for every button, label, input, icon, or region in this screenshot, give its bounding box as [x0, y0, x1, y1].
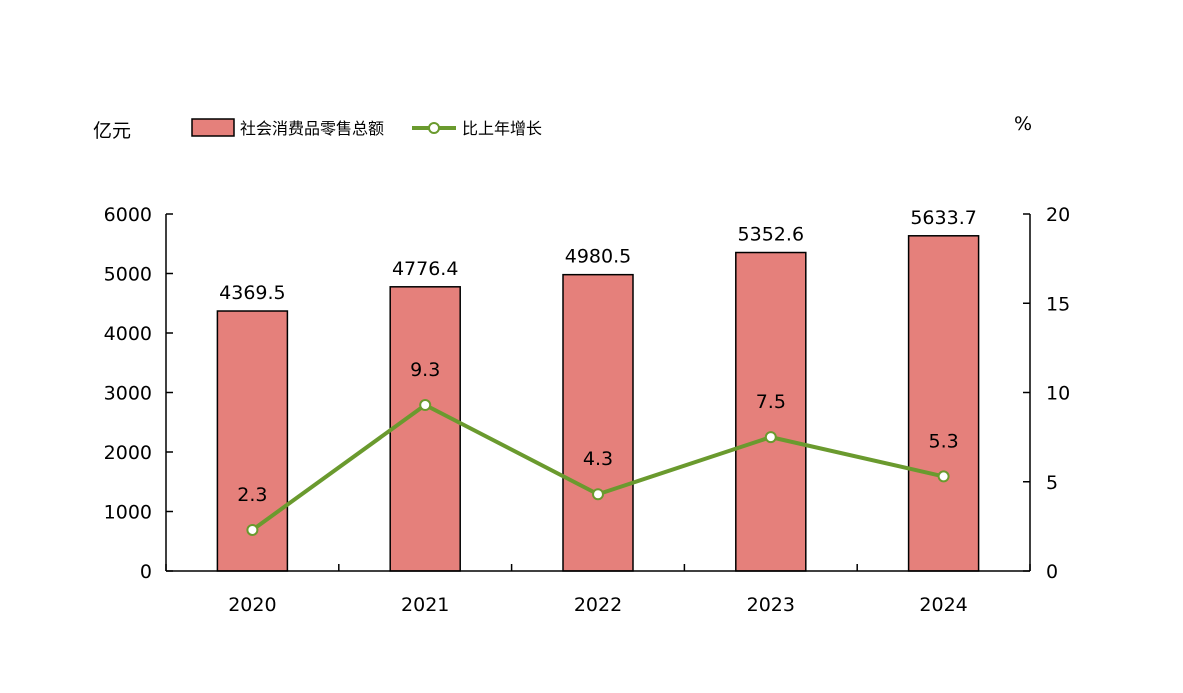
growth-point-2020: [246, 523, 259, 536]
x-tick-label: 2020: [228, 594, 276, 616]
x-tick-label: 2022: [574, 594, 622, 616]
legend-bar-label: 社会消费品零售总额: [240, 119, 384, 138]
legend: 社会消费品零售总额 比上年增长: [191, 118, 542, 138]
bar-value-label: 4369.5: [219, 282, 285, 304]
bar-2021: [389, 286, 461, 572]
bar-2024: [907, 235, 980, 572]
growth-value-label: 5.3: [928, 430, 958, 452]
bar-value-label: 5352.6: [738, 224, 804, 246]
right-tick-label: 20: [1046, 204, 1070, 226]
bar-2022: [562, 273, 634, 572]
data-labels: 4369.5 4776.4 4980.5 5352.6 5633.7 2.3 9.3 4.3 7…: [219, 207, 977, 506]
legend-line-marker: [428, 122, 440, 134]
growth-value-label: 4.3: [583, 448, 613, 470]
growth-value-label: 2.3: [237, 484, 267, 506]
growth-point-2023: [764, 431, 777, 444]
growth-value-label: 7.5: [756, 391, 786, 413]
bar-2023: [735, 251, 807, 572]
right-tick-label: 10: [1046, 383, 1070, 405]
x-tick-label: 2023: [747, 594, 795, 616]
left-tick-label: 6000: [104, 204, 152, 226]
right-axis-unit: %: [1014, 113, 1032, 135]
left-tick-label: 3000: [104, 383, 152, 405]
growth-value-label: 9.3: [410, 359, 440, 381]
left-tick-label: 5000: [104, 264, 152, 286]
x-tick-label: 2021: [401, 594, 449, 616]
legend-bar-swatch: [191, 118, 235, 137]
bar-value-label: 5633.7: [910, 207, 976, 229]
left-axis-unit: 亿元: [93, 120, 131, 142]
growth-point-2022: [592, 488, 604, 501]
growth-point-2021: [419, 398, 432, 411]
legend-line-label: 比上年增长: [462, 119, 542, 138]
left-tick-label: 1000: [104, 502, 152, 524]
bar-value-label: 4980.5: [565, 246, 631, 268]
left-tick-label: 4000: [104, 323, 152, 345]
right-tick-label: 15: [1046, 293, 1070, 315]
right-tick-label: 5: [1046, 472, 1058, 494]
bar-value-label: 4776.4: [392, 258, 458, 280]
left-tick-label: 2000: [104, 442, 152, 464]
growth-point-2024: [937, 470, 950, 483]
left-tick-label: 0: [140, 561, 152, 583]
line-series: [246, 398, 950, 536]
x-tick-label: 2024: [919, 594, 967, 616]
bar-series: [216, 235, 980, 572]
right-tick-label: 0: [1046, 561, 1058, 583]
